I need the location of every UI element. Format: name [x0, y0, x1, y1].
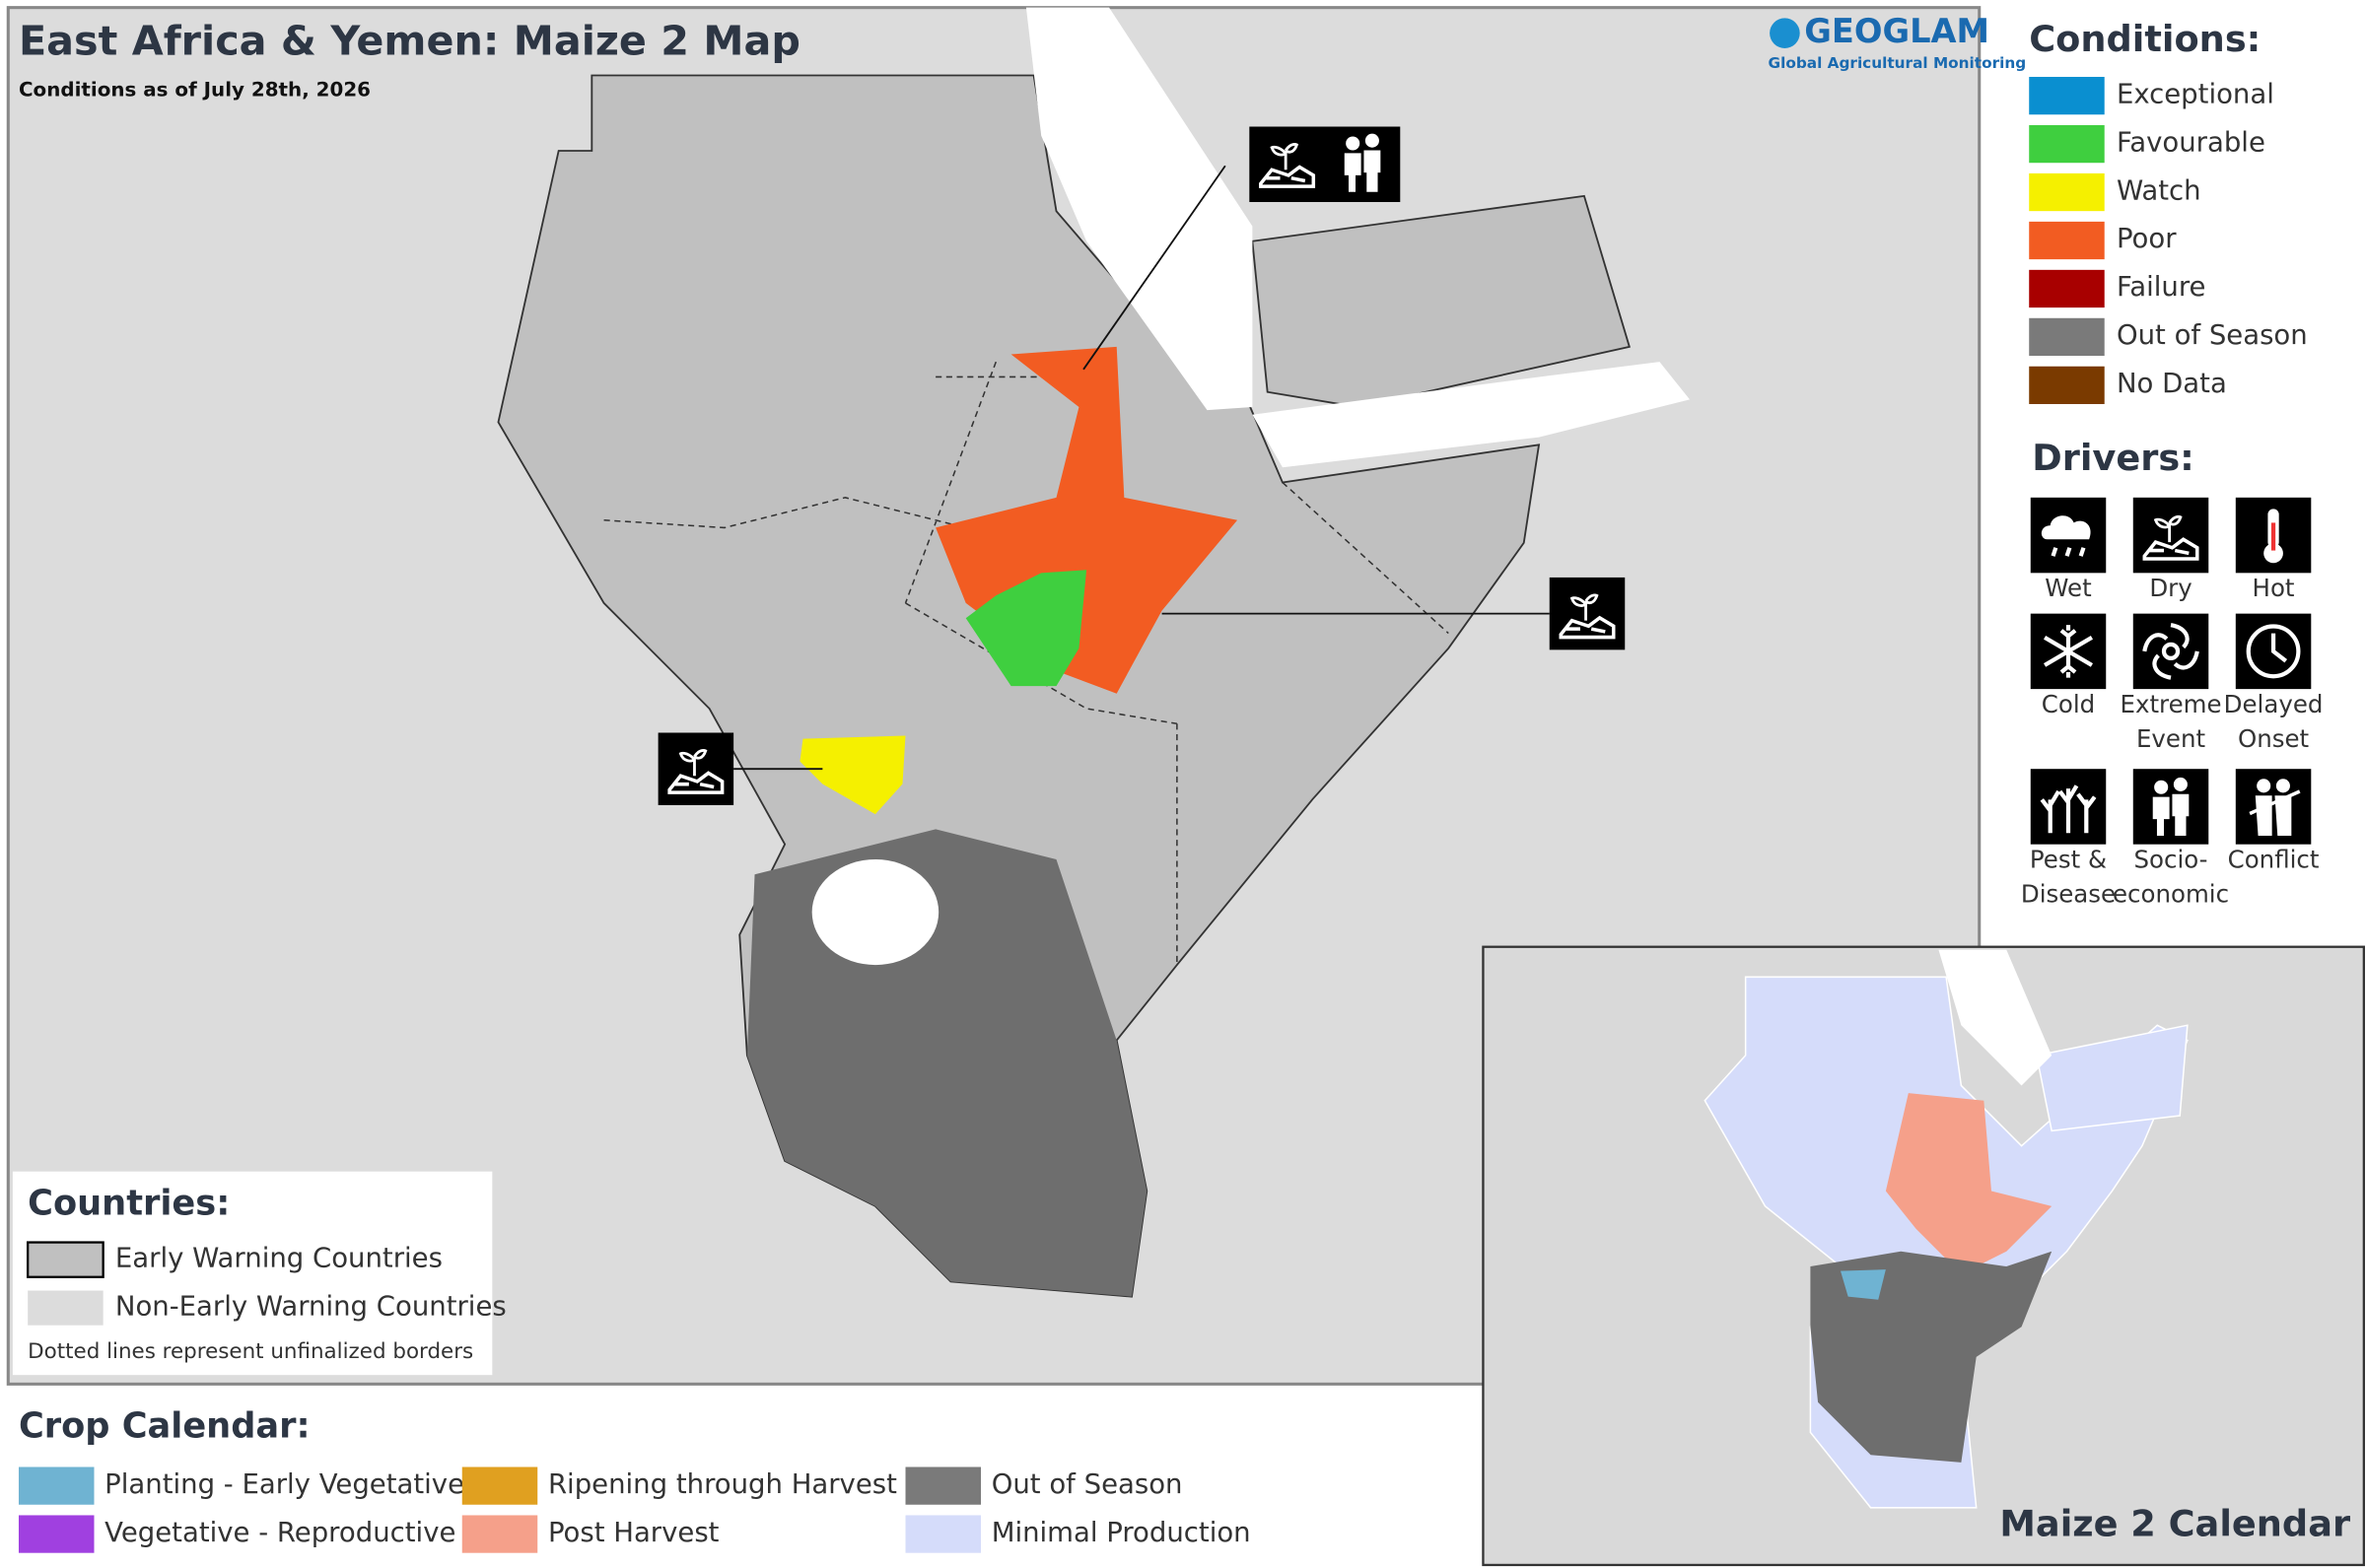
- condition-swatch: [2029, 317, 2105, 357]
- calendar-label: Out of Season: [992, 1468, 1183, 1500]
- calendar-swatch: [461, 1515, 538, 1553]
- calendar-label: Post Harvest: [548, 1517, 720, 1548]
- driver-label: Hot: [2253, 574, 2295, 602]
- countries-title: Countries:: [28, 1183, 230, 1223]
- logo-name: GEOGLAM: [1804, 12, 1989, 50]
- gulf-of-aden: [1252, 362, 1691, 468]
- driver-icon: [2235, 769, 2312, 845]
- driver-label: Onset: [2238, 724, 2310, 753]
- inset-map: Maize 2 Calendar: [1482, 945, 2365, 1567]
- yemen: [1251, 194, 1631, 408]
- calendar-label: Ripening through Harvest: [548, 1468, 897, 1500]
- callout-lines: [733, 165, 1550, 771]
- crop-calendar-title: Crop Calendar:: [19, 1406, 311, 1447]
- condition-swatch: [2029, 269, 2105, 308]
- main-map: East Africa & Yemen: Maize 2 Map Conditi…: [6, 6, 2027, 1386]
- driver-label: Pest &: [2030, 846, 2107, 874]
- logo-mark: [1770, 18, 1800, 48]
- calendar-label: Planting - Early Vegetative: [104, 1468, 464, 1500]
- logo-tagline: Global Agricultural Monitoring: [1769, 54, 2027, 72]
- condition-swatch: [2029, 221, 2105, 260]
- condition-swatch: [2029, 172, 2105, 212]
- condition-label: Out of Season: [2117, 319, 2308, 351]
- driver-label: Cold: [2042, 690, 2095, 718]
- favourable-area: [965, 570, 1087, 687]
- calendar-swatch: [18, 1515, 95, 1553]
- driver-label: Socio-: [2134, 846, 2208, 874]
- map-title: East Africa & Yemen: Maize 2 Map: [19, 17, 800, 64]
- condition-label: Failure: [2117, 271, 2206, 303]
- calendar-label: Vegetative - Reproductive: [104, 1517, 455, 1548]
- condition-label: Watch: [2117, 174, 2201, 206]
- countries-note: Dotted lines represent unfinalized borde…: [28, 1339, 473, 1364]
- calendar-swatch: [905, 1515, 982, 1553]
- drivers-title: Drivers:: [2032, 437, 2194, 479]
- calendar-label: Minimal Production: [992, 1517, 1251, 1548]
- driver-label: Wet: [2045, 574, 2092, 602]
- driver-label: Extreme: [2121, 690, 2222, 718]
- lake-victoria: [811, 858, 939, 966]
- driver-label: Conflict: [2228, 846, 2320, 874]
- red-sea: [1025, 7, 1253, 411]
- country-swatch: [28, 1290, 104, 1326]
- driver-label: economic: [2113, 880, 2229, 909]
- callout-icons: [658, 126, 1626, 805]
- calendar-swatch: [905, 1466, 982, 1505]
- country-label: Early Warning Countries: [115, 1242, 443, 1273]
- country-label: Non-Early Warning Countries: [115, 1290, 507, 1322]
- condition-swatch: [2029, 124, 2105, 164]
- calendar-swatch: [461, 1466, 538, 1505]
- driver-label: Dry: [2149, 574, 2192, 602]
- inset-title: Maize 2 Calendar: [1999, 1503, 2350, 1545]
- condition-swatch: [2029, 77, 2105, 115]
- condition-label: Exceptional: [2117, 78, 2274, 109]
- borders: [603, 361, 1449, 1026]
- driver-label: Delayed: [2224, 690, 2324, 718]
- driver-label: Disease: [2021, 880, 2116, 909]
- condition-label: No Data: [2117, 368, 2227, 399]
- calendar-swatch: [18, 1466, 95, 1505]
- country-swatch: [27, 1241, 104, 1278]
- driver-icon: [2132, 613, 2209, 690]
- condition-label: Poor: [2117, 223, 2177, 254]
- driver-label: Event: [2136, 724, 2206, 753]
- watch-area: [800, 735, 906, 815]
- conditions-title: Conditions:: [2029, 18, 2261, 60]
- map-subtitle: Conditions as of July 28th, 2026: [19, 78, 371, 101]
- driver-icon: [2132, 769, 2209, 845]
- condition-swatch: [2029, 366, 2105, 404]
- condition-label: Favourable: [2117, 126, 2265, 158]
